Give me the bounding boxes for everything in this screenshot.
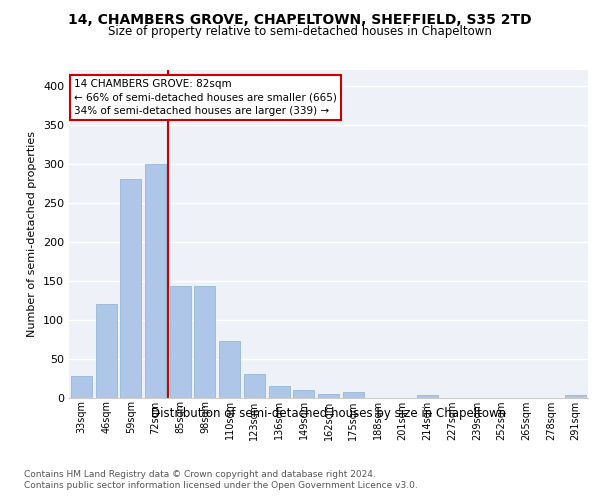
Bar: [244, 374, 265, 398]
Bar: [417, 395, 438, 398]
Bar: [170, 286, 191, 398]
Text: Contains public sector information licensed under the Open Government Licence v3: Contains public sector information licen…: [24, 481, 418, 490]
Text: Contains HM Land Registry data © Crown copyright and database right 2024.: Contains HM Land Registry data © Crown c…: [24, 470, 376, 479]
Text: Distribution of semi-detached houses by size in Chapeltown: Distribution of semi-detached houses by …: [151, 408, 506, 420]
Bar: [318, 394, 339, 398]
Y-axis label: Number of semi-detached properties: Number of semi-detached properties: [28, 130, 37, 337]
Bar: [71, 376, 92, 398]
Bar: [269, 386, 290, 398]
Bar: [95, 304, 116, 398]
Text: 14, CHAMBERS GROVE, CHAPELTOWN, SHEFFIELD, S35 2TD: 14, CHAMBERS GROVE, CHAPELTOWN, SHEFFIEL…: [68, 12, 532, 26]
Bar: [145, 164, 166, 398]
Text: Size of property relative to semi-detached houses in Chapeltown: Size of property relative to semi-detach…: [108, 25, 492, 38]
Bar: [293, 390, 314, 398]
Bar: [120, 179, 141, 398]
Text: 14 CHAMBERS GROVE: 82sqm
← 66% of semi-detached houses are smaller (665)
34% of : 14 CHAMBERS GROVE: 82sqm ← 66% of semi-d…: [74, 80, 337, 116]
Bar: [343, 392, 364, 398]
Bar: [219, 342, 240, 398]
Bar: [565, 395, 586, 398]
Bar: [194, 286, 215, 398]
